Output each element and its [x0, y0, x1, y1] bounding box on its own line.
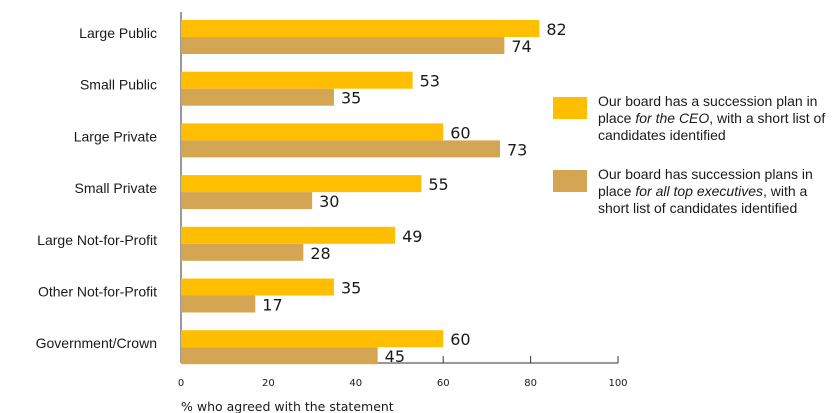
data-label: 82: [546, 20, 566, 39]
x-axis-label: % who agreed with the statement: [181, 399, 394, 413]
data-label: 60: [450, 123, 470, 142]
data-label: 73: [507, 140, 527, 159]
bar: [181, 243, 304, 261]
data-label: 55: [428, 175, 448, 194]
bar: [181, 37, 505, 54]
x-tick-label: 80: [524, 378, 537, 389]
bar: [181, 20, 540, 37]
bar: [181, 226, 396, 244]
bar: [181, 347, 378, 365]
bar: [181, 123, 444, 141]
bar: [181, 192, 313, 210]
data-label: 45: [385, 347, 405, 366]
data-label: 35: [341, 89, 361, 108]
data-label: 74: [511, 37, 531, 56]
category-label: Large Public: [79, 25, 157, 41]
x-tick-label: 100: [608, 378, 627, 389]
legend-swatch-ceo: [553, 97, 587, 119]
data-label: 17: [262, 296, 282, 315]
bar: [181, 140, 501, 158]
x-tick-label: 40: [349, 378, 362, 389]
category-label: Small Public: [80, 77, 157, 93]
bar: [181, 295, 256, 313]
data-label: 30: [319, 192, 339, 211]
category-label: Small Private: [75, 180, 158, 196]
category-label: Other Not-for-Profit: [38, 284, 157, 300]
data-label: 60: [450, 330, 470, 349]
data-label: 28: [310, 244, 330, 263]
x-tick-label: 0: [178, 378, 184, 389]
data-label: 53: [420, 72, 440, 91]
bar: [181, 88, 334, 106]
legend-label-executives: Our board has succession plans in place …: [598, 166, 813, 216]
bar: [181, 330, 444, 348]
legend-swatch-executives: [553, 170, 587, 192]
legend-label-ceo: Our board has a succession plan in place…: [598, 93, 826, 143]
bar: [181, 71, 413, 89]
x-tick-label: 60: [437, 378, 450, 389]
bar: [181, 175, 422, 193]
data-label: 49: [402, 227, 422, 246]
bar: [181, 278, 334, 296]
category-label: Large Private: [74, 128, 157, 144]
x-tick-label: 20: [262, 378, 275, 389]
data-label: 35: [341, 279, 361, 298]
category-label: Large Not-for-Profit: [37, 232, 157, 248]
category-label: Government/Crown: [36, 335, 157, 351]
